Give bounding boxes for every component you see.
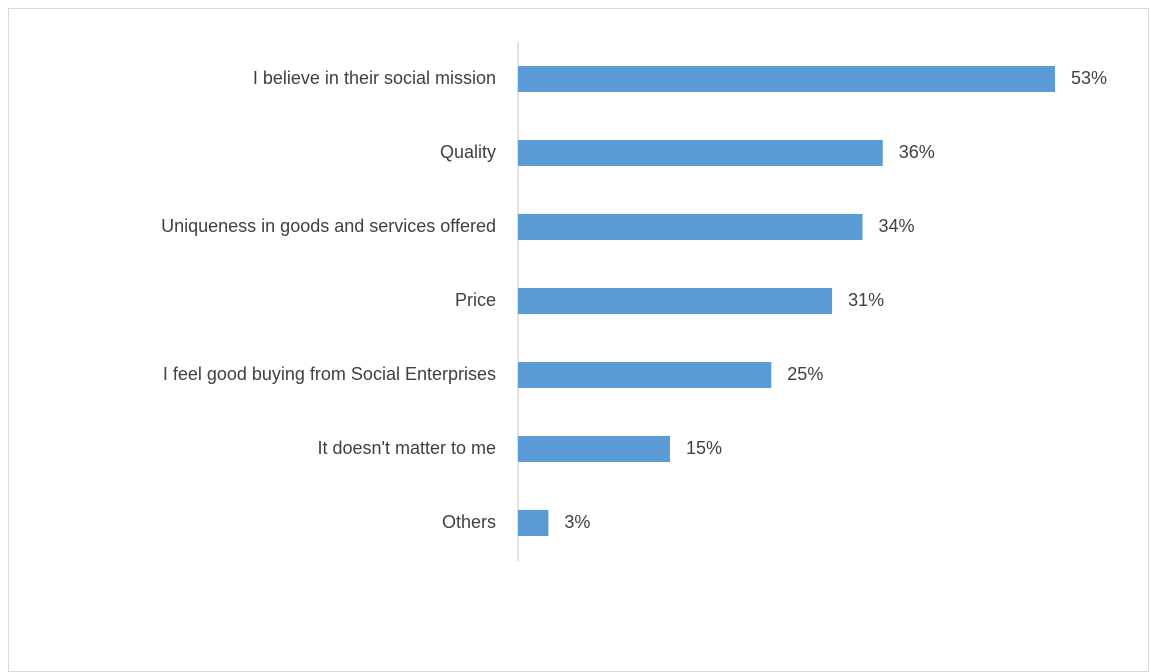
chart-frame: I believe in their social mission 53% Qual… <box>8 8 1149 672</box>
data-label: 36% <box>899 142 935 162</box>
bar <box>518 140 883 166</box>
bar <box>518 66 1055 92</box>
category-label: Uniqueness in goods and services offered <box>161 216 496 236</box>
bar-chart: I believe in their social mission 53% Qual… <box>161 42 1107 561</box>
bar <box>518 362 772 388</box>
category-label: Price <box>455 290 496 310</box>
data-label: 31% <box>848 290 884 310</box>
category-label: Quality <box>440 142 496 162</box>
chart-marks: I believe in their social mission 53% Qual… <box>161 66 1107 536</box>
data-label: 53% <box>1071 68 1107 88</box>
data-label: 34% <box>878 216 914 236</box>
category-label: I feel good buying from Social Enterpris… <box>163 364 496 384</box>
category-label: It doesn't matter to me <box>317 438 496 458</box>
data-label: 25% <box>787 364 823 384</box>
bar <box>518 214 863 240</box>
category-label: I believe in their social mission <box>253 68 496 88</box>
bar <box>518 288 833 314</box>
data-label: 3% <box>564 512 590 532</box>
bar <box>518 436 670 462</box>
category-label: Others <box>442 512 496 532</box>
bar <box>518 510 549 536</box>
data-label: 15% <box>686 438 722 458</box>
